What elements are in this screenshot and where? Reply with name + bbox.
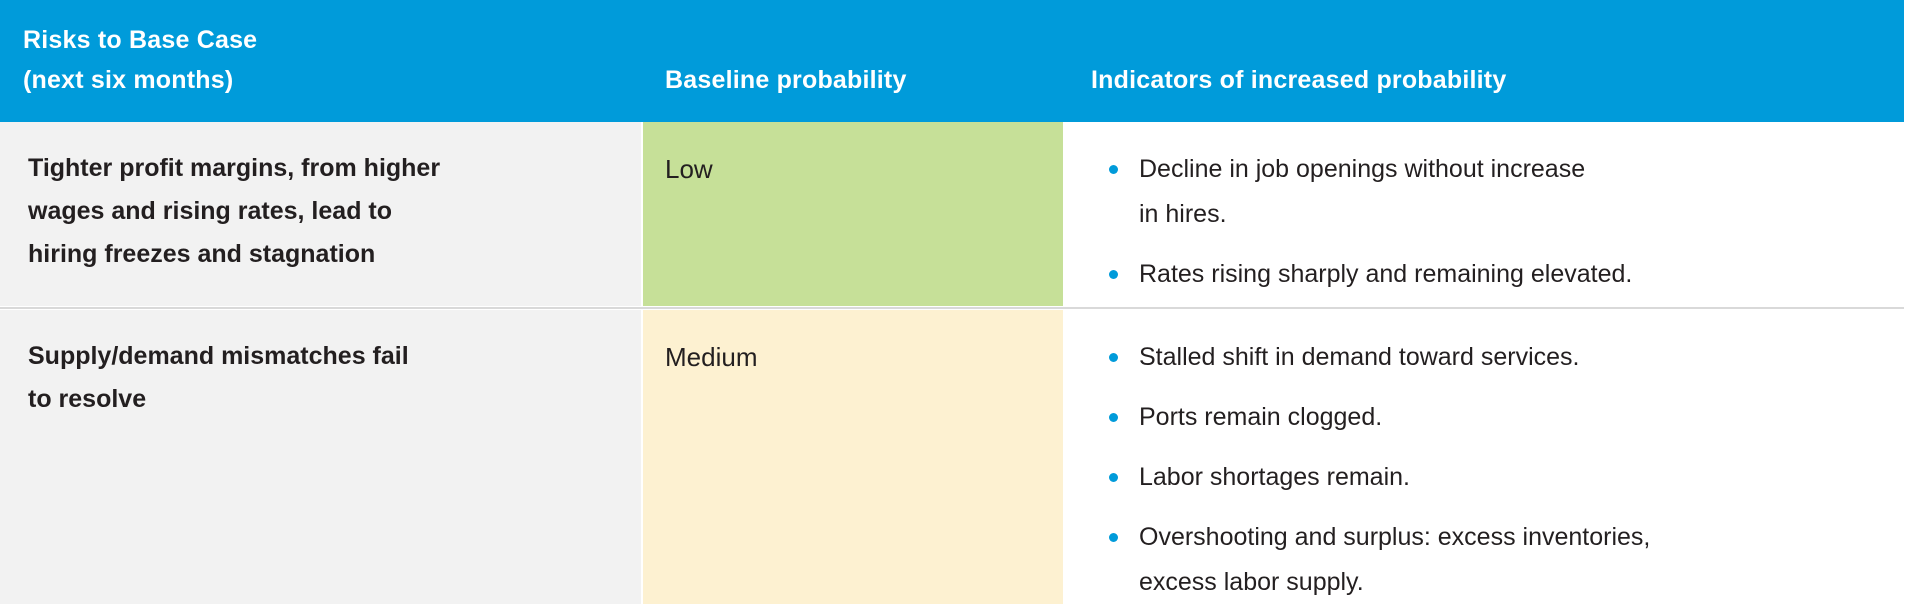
indicator-item: Decline in job openings without increase… — [1091, 147, 1884, 237]
indicator-item: Labor shortages remain. — [1091, 455, 1884, 500]
risk-cell-row2: Supply/demand mismatches fail to resolve — [0, 310, 643, 604]
probability-cell-row1: Low — [643, 122, 1065, 306]
indicator-text: Ports remain clogged. — [1139, 403, 1383, 431]
indicator-text: Labor shortages remain. — [1139, 463, 1410, 491]
row-divider — [0, 306, 1904, 310]
probability-value: Medium — [665, 342, 758, 372]
bullet-icon — [1109, 413, 1118, 422]
bullet-icon — [1109, 533, 1118, 542]
indicator-text: Stalled shift in demand toward services. — [1139, 343, 1580, 371]
header-baseline-probability: Baseline probability — [643, 0, 1065, 122]
risk-cell-row1: Tighter profit margins, from higher wage… — [0, 122, 643, 306]
bullet-icon — [1109, 270, 1118, 279]
bullet-icon — [1109, 473, 1118, 482]
probability-value: Low — [665, 154, 713, 184]
indicator-list: Decline in job openings without increase… — [1091, 147, 1884, 297]
indicators-cell-row2: Stalled shift in demand toward services.… — [1065, 310, 1904, 604]
indicator-text: Decline in job openings without increase… — [1139, 155, 1586, 228]
indicator-text: Rates rising sharply and remaining eleva… — [1139, 260, 1633, 288]
indicator-item: Stalled shift in demand toward services. — [1091, 335, 1884, 380]
header-indicators: Indicators of increased probability — [1065, 0, 1904, 122]
indicator-item: Rates rising sharply and remaining eleva… — [1091, 252, 1884, 297]
bullet-icon — [1109, 353, 1118, 362]
indicator-list: Stalled shift in demand toward services.… — [1091, 335, 1884, 605]
header-risks: Risks to Base Case (next six months) — [0, 0, 643, 122]
indicator-item: Ports remain clogged. — [1091, 395, 1884, 440]
indicator-item: Overshooting and surplus: excess invento… — [1091, 515, 1884, 605]
indicator-text: Overshooting and surplus: excess invento… — [1139, 523, 1651, 596]
bullet-icon — [1109, 165, 1118, 174]
indicators-cell-row1: Decline in job openings without increase… — [1065, 122, 1904, 306]
probability-cell-row2: Medium — [643, 310, 1065, 604]
